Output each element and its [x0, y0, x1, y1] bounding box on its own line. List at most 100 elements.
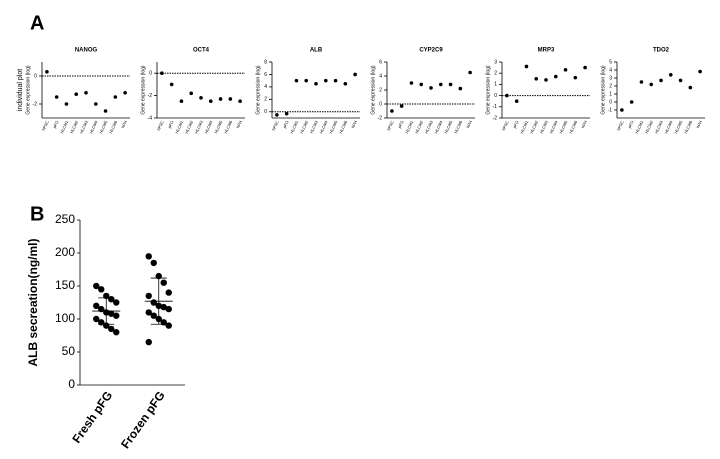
dot — [343, 81, 348, 86]
dot — [304, 78, 309, 83]
dot — [145, 338, 152, 346]
x-tick-label: pFG — [512, 120, 520, 129]
y-tick-label: 0 — [264, 109, 267, 115]
x-tick-label: pFG — [397, 120, 405, 129]
x-tick-label: HLCM2 — [299, 119, 310, 134]
dot — [160, 279, 167, 286]
y-axis-label: Gene expression (log) — [370, 65, 376, 115]
dot — [64, 102, 69, 106]
dot — [629, 100, 634, 104]
y-tick-label: 2 — [379, 87, 382, 93]
y-tick-label: 0 — [379, 101, 382, 107]
x-tick-label: HLCM2 — [414, 119, 425, 134]
y-tick-label: 8 — [264, 59, 267, 65]
dot — [123, 91, 127, 95]
dot — [448, 82, 453, 87]
y-tick-label: 100 — [55, 311, 75, 325]
dot — [573, 75, 578, 80]
dot — [93, 302, 100, 309]
dot — [208, 99, 213, 103]
dot — [145, 292, 152, 300]
x-tick-label: HLCM4 — [88, 119, 99, 134]
dot — [169, 82, 174, 87]
chart-title: NANOG — [75, 48, 98, 54]
dot — [659, 78, 663, 83]
dot — [228, 97, 233, 101]
x-tick-label: HLCM1 — [404, 119, 415, 134]
dot — [583, 65, 587, 70]
x-tick-label: HLCM5 — [328, 119, 339, 134]
x-tick-label: HLCM4 — [433, 119, 444, 134]
y-tick-label: -2 — [493, 115, 498, 121]
x-tick-label: HLCM3 — [539, 119, 550, 134]
x-tick-label: HLCM1 — [289, 119, 300, 134]
x-tick-label: HLCM4 — [203, 119, 214, 134]
y-tick-label: 1 — [494, 82, 497, 88]
chart-title: MRP3 — [538, 48, 555, 54]
x-tick-label: pFG — [627, 120, 635, 129]
x-tick-label: HLCM6 — [568, 119, 579, 134]
x-tick-label: hPSC — [386, 120, 395, 132]
x-tick-label: HLCM3 — [654, 119, 665, 134]
x-tick-label: HLCM1 — [59, 119, 70, 134]
dot — [54, 95, 59, 99]
x-tick-label: hPSC — [501, 120, 510, 132]
y-tick-label: 6 — [379, 59, 382, 65]
x-tick-label: pFG — [282, 120, 290, 129]
y-tick-label: 200 — [55, 245, 75, 259]
dot — [698, 69, 702, 74]
x-tick-label: HLCM6 — [683, 119, 694, 134]
y-tick-label: 0 — [609, 99, 612, 105]
x-tick-label: HLCM6 — [223, 119, 234, 134]
dot — [199, 96, 203, 100]
x-tick-label: hPSC — [156, 120, 165, 132]
y-axis-label: Gene expression (log) — [600, 65, 606, 115]
dot — [98, 286, 105, 293]
y-tick-label: 1 — [609, 91, 612, 97]
dot — [620, 108, 624, 112]
dot — [113, 299, 120, 306]
dot — [103, 109, 108, 113]
dot — [678, 78, 683, 83]
y-tick-label: 0 — [494, 93, 497, 99]
dot — [534, 77, 539, 81]
x-tick-label: Frozen pFG — [118, 389, 168, 452]
dot — [113, 312, 120, 319]
x-tick-label: HLCM1 — [634, 119, 645, 134]
y-tick-label: 3 — [609, 75, 612, 81]
dot — [458, 86, 463, 91]
panel-label: A — [30, 12, 44, 34]
x-tick-label: HLCM4 — [663, 119, 674, 134]
dot — [160, 303, 167, 311]
y-axis-label: ALB secreation(ng/ml) — [26, 238, 40, 366]
dot — [93, 315, 100, 323]
dot — [390, 109, 394, 113]
y-axis-label: Gene expression (log) — [485, 65, 491, 115]
x-tick-label: HLCM5 — [443, 119, 454, 134]
dot — [160, 71, 164, 75]
dot — [284, 111, 289, 116]
x-tick-label: hPSC — [271, 120, 280, 132]
x-tick-label: HLCM2 — [644, 119, 655, 134]
x-tick-label: HLCM6 — [453, 119, 464, 134]
dot — [74, 92, 79, 96]
dot — [165, 305, 172, 313]
x-tick-label: HLCM2 — [69, 119, 80, 134]
x-tick-label: HLCM2 — [184, 119, 195, 134]
dot — [275, 113, 279, 117]
y-tick-label: 50 — [62, 344, 76, 358]
x-tick-label: hPH — [465, 120, 473, 129]
dot — [524, 64, 529, 69]
chart-title: TDO2 — [653, 48, 670, 54]
chart-title: CYP2C9 — [419, 48, 443, 54]
dot — [45, 70, 49, 74]
dot — [113, 329, 120, 336]
x-tick-label: hPH — [235, 120, 243, 129]
x-tick-label: HLCM4 — [318, 119, 329, 134]
x-tick-label: HLCM5 — [98, 119, 109, 134]
x-tick-label: Fresh pFG — [69, 389, 115, 446]
y-tick-label: 150 — [55, 278, 75, 292]
row-label: individual plot — [17, 69, 24, 111]
x-tick-label: hPH — [695, 120, 703, 129]
